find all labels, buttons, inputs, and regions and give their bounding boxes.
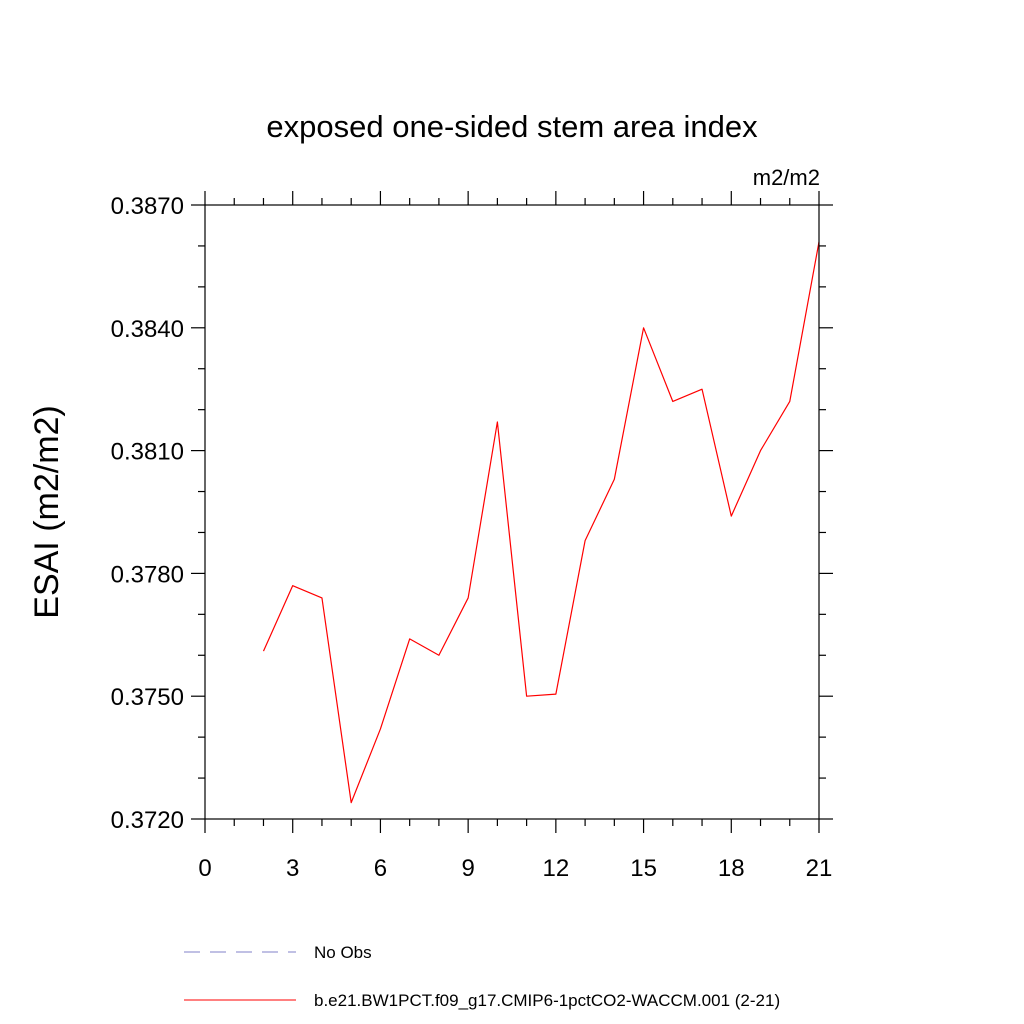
y-tick-label: 0.3780 [111,561,184,588]
legend: No Obs b.e21.BW1PCT.f09_g17.CMIP6-1pctCO2… [184,943,780,1010]
x-tick-label: 12 [543,855,570,882]
x-tick-label: 6 [374,855,387,882]
x-tick-label: 15 [630,855,657,882]
series-line [262,241,820,804]
legend-label: b.e21.BW1PCT.f09_g17.CMIP6-1pctCO2-WACCM… [314,991,780,1010]
y-tick-label: 0.3870 [111,193,184,220]
x-tick-label: 9 [461,855,474,882]
plot-frame [204,204,820,820]
y-tick-label: 0.3810 [111,439,184,466]
series-layer [262,241,820,804]
tick-marks [191,191,833,833]
y-tick-label: 0.3840 [111,316,184,343]
x-tick-label: 21 [806,855,833,882]
tick-labels: 0.3720 0.3750 0.3780 0.3810 0.3840 0.3870 0 3 6 9… [111,193,833,882]
x-tick-label: 0 [198,855,211,882]
y-tick-label: 0.3750 [111,684,184,711]
units-label: m2/m2 [753,165,820,190]
y-axis-label: ESAI (m2/m2) [28,405,66,618]
x-tick-label: 18 [718,855,745,882]
legend-label: No Obs [314,943,372,962]
x-tick-label: 3 [286,855,299,882]
y-tick-label: 0.3720 [111,807,184,834]
chart-title: exposed one-sided stem area index [266,109,758,144]
